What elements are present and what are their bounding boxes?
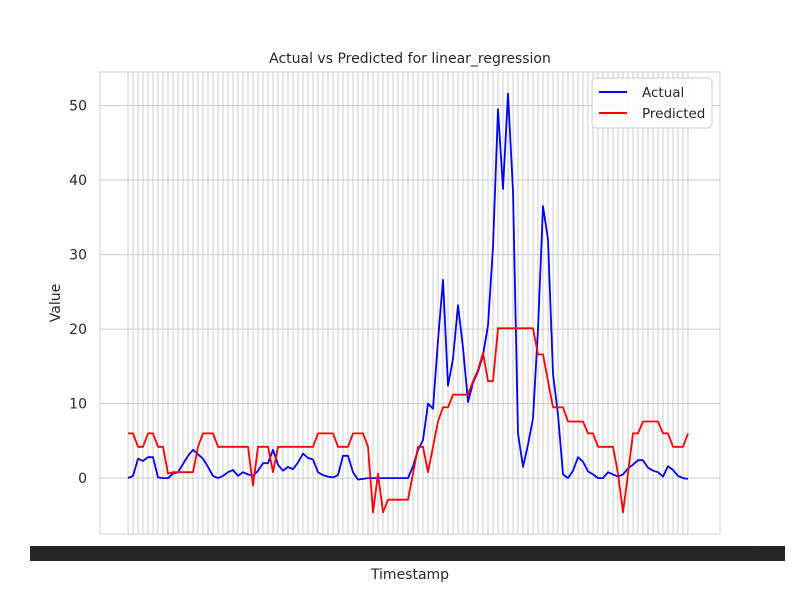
y-tick-label: 10 [69,397,87,413]
legend: Actual Predicted [591,77,713,129]
legend-label-predicted: Predicted [642,106,705,122]
y-tick-label: 20 [69,322,87,338]
y-tick-label: 30 [69,248,87,264]
x-tick-labels-overlap-band [30,546,785,561]
x-tick-label-first: 2022 [32,547,63,561]
y-tick-labels: 0 10 20 30 40 50 [69,99,87,488]
x-tick-label-last: 1 00:00 [738,547,784,561]
series-line-actual [127,92,689,481]
x-tick-labels: 2022 1 00:00 [30,546,785,561]
legend-label-actual: Actual [642,85,684,101]
y-axis-label: Value [48,284,64,322]
series-layer [127,92,689,514]
series-line-predicted [128,327,689,514]
chart-title: Actual vs Predicted for linear_regressio… [269,51,551,67]
x-gridlines [127,72,689,534]
x-axis-label: Timestamp [370,567,449,583]
y-gridlines [100,105,720,479]
legend-box [591,77,713,129]
y-tick-label: 0 [78,471,87,487]
y-tick-label: 40 [69,173,87,189]
y-tick-label: 50 [69,99,87,115]
plot-area-frame [99,71,721,535]
